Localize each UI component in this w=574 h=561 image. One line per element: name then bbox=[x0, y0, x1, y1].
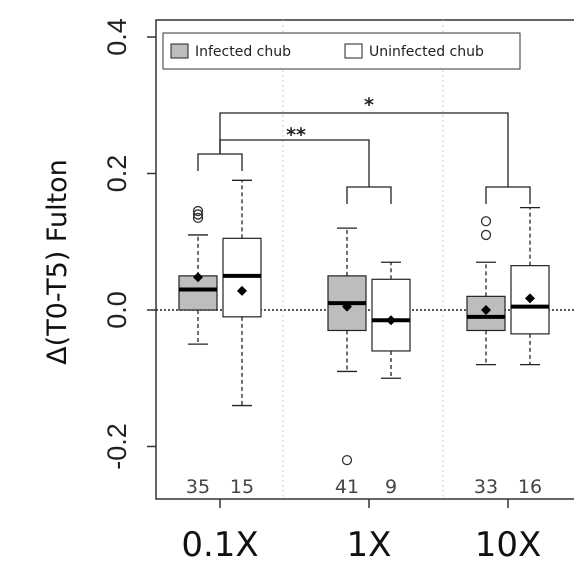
legend-label-infected: Infected chub bbox=[195, 44, 291, 60]
x-tick-label: 10X bbox=[475, 525, 542, 561]
box-10X-uninfected: 16 bbox=[510, 206, 550, 498]
box-0.1X-uninfected: 15 bbox=[222, 179, 262, 498]
significance-label: * bbox=[364, 94, 374, 116]
mean-marker bbox=[386, 315, 396, 326]
outlier-point bbox=[480, 229, 492, 241]
sample-size-label: 41 bbox=[335, 476, 359, 498]
mean-marker bbox=[481, 305, 491, 315]
outlier-point bbox=[341, 454, 353, 466]
legend-swatch-infected bbox=[170, 43, 189, 59]
y-tick-label: 0.0 bbox=[102, 291, 132, 329]
x-tick-label: 0.1X bbox=[181, 525, 258, 561]
outlier-point bbox=[192, 205, 204, 217]
sample-size-label: 15 bbox=[230, 476, 254, 498]
mean-marker bbox=[193, 272, 203, 283]
box-0.1X-infected: 35 bbox=[178, 205, 218, 498]
legend: Infected chub Uninfected chub bbox=[162, 32, 521, 70]
significance-label: ** bbox=[286, 124, 306, 146]
outlier-point bbox=[192, 209, 204, 220]
box-layer: 35 41 33 15 9 16 bbox=[178, 179, 550, 498]
y-tick-label: -0.2 bbox=[102, 423, 132, 470]
x-tick-label: 1X bbox=[347, 525, 392, 561]
legend-box bbox=[162, 32, 521, 70]
box-10X-infected: 33 bbox=[466, 216, 506, 498]
plot-frame bbox=[155, 19, 574, 500]
group-bracket bbox=[485, 186, 531, 204]
significance-layer bbox=[197, 112, 531, 204]
mean-marker bbox=[525, 293, 535, 304]
y-tick-label: 0.2 bbox=[102, 155, 132, 193]
group-bracket bbox=[346, 186, 392, 204]
axis-layer: -0.2 0.0 0.2 0.4 0.1X 1X 10X bbox=[102, 18, 541, 561]
y-axis-label: Δ(T0-T5) Fulton bbox=[42, 159, 73, 365]
legend-swatch-uninfected bbox=[344, 43, 363, 59]
sample-size-label: 35 bbox=[186, 476, 210, 498]
sample-size-label: 33 bbox=[474, 476, 498, 498]
outlier-point bbox=[192, 212, 204, 224]
significance-bracket bbox=[219, 112, 509, 187]
legend-label-uninfected: Uninfected chub bbox=[369, 44, 484, 60]
mean-marker bbox=[237, 285, 247, 296]
box-iqr bbox=[371, 278, 411, 352]
sample-size-label: 9 bbox=[385, 476, 397, 498]
group-bracket bbox=[197, 153, 243, 171]
mean-marker bbox=[342, 301, 352, 312]
outlier-point bbox=[480, 216, 492, 227]
y-tick-label: 0.4 bbox=[102, 18, 132, 56]
box-1X-uninfected: 9 bbox=[371, 261, 411, 498]
box-1X-infected: 41 bbox=[327, 227, 367, 498]
sample-size-label: 16 bbox=[518, 476, 542, 498]
